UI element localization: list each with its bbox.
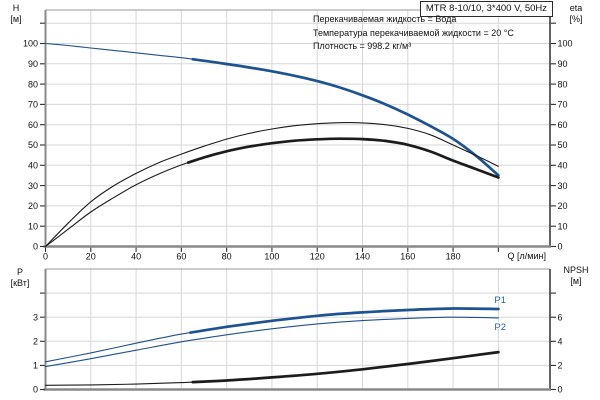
right-axis-tick-label: 50 [558, 140, 568, 150]
info-line-temperature: Температура перекачиваемой жидкости = 20… [313, 27, 514, 38]
right-axis-tick-label: 70 [558, 100, 568, 110]
x-axis-tick-label: 160 [400, 252, 415, 262]
right-axis-tick-label: 60 [558, 120, 568, 130]
eta-axis-unit: [%] [569, 14, 583, 24]
liquid-info-block: Перекачиваемая жидкость = Вода Температу… [313, 13, 514, 54]
info-line-density: Плотность = 998.2 кг/м³ [313, 41, 412, 51]
x-axis-tick-label: 20 [86, 252, 96, 262]
left-axis-tick-label: 50 [28, 140, 38, 150]
series-eta-pump-curve [44, 122, 499, 248]
npsh-axis-title: NPSH [м] [553, 265, 599, 287]
right-axis-tick-label: 30 [558, 181, 568, 191]
series-p2-power-curve [44, 316, 499, 368]
eta-axis-symbol: eta [569, 3, 583, 13]
npsh-axis-symbol: NPSH [563, 265, 589, 275]
x-axis-tick-label: 140 [355, 252, 370, 262]
x-axis-tick-label: 80 [222, 252, 232, 262]
x-axis-tick-label: 60 [176, 252, 186, 262]
power-axis-title: P [кВт] [3, 267, 37, 289]
right-axis-tick-label: 6 [558, 312, 563, 322]
series-npsh-curve-bold [191, 350, 500, 384]
eta-axis-title: eta [%] [558, 3, 594, 25]
head-axis-title: H [м] [3, 3, 29, 25]
right-axis-tick-label: 10 [558, 221, 568, 231]
x-axis-tick-label: 40 [131, 252, 141, 262]
left-axis-tick-label: 100 [23, 39, 38, 49]
head-axis-unit: [м] [10, 14, 22, 24]
series-p1-power-curve-bold [189, 307, 500, 334]
x-axis-tick-label: 120 [310, 252, 325, 262]
right-axis-tick-label: 2 [558, 361, 563, 371]
x-axis-tick-label: 100 [264, 252, 279, 262]
right-axis-tick-label: 0 [558, 242, 563, 252]
left-axis-tick-label: 0 [33, 242, 38, 252]
right-axis-tick-label: 20 [558, 201, 568, 211]
left-axis-tick-label: 0 [33, 385, 38, 395]
left-axis-tick-label: 60 [28, 120, 38, 130]
x-axis-tick-label: 180 [446, 252, 461, 262]
power-npsh-chart: 0 1 2 3 0 2 4 6 P1 P2 [33, 268, 563, 395]
left-axis-tick-label: 20 [28, 201, 38, 211]
left-axis-tick-label: 80 [28, 79, 38, 89]
npsh-axis-unit: [м] [570, 276, 582, 286]
right-axis-tick-label: 100 [558, 39, 573, 49]
x-axis-tick-label: 0 [43, 252, 48, 262]
flow-axis-label: Q [л/мин] [507, 251, 546, 261]
pump-model-title: MTR 8-10/10, 3*400 V, 50Hz [419, 1, 553, 17]
power-axis-symbol: P [16, 267, 23, 277]
right-axis-tick-label: 80 [558, 79, 568, 89]
right-axis-tick-label: 40 [558, 160, 568, 170]
left-axis-tick-label: 3 [33, 312, 38, 322]
left-axis-tick-label: 90 [28, 59, 38, 69]
left-axis-tick-label: 70 [28, 100, 38, 110]
head-efficiency-chart: 0 10 20 30 40 50 60 70 80 90 100 0 10 20 30 40 50 60 70 80 9… [23, 9, 573, 262]
left-axis-tick-label: 30 [28, 181, 38, 191]
series-label-p1: P1 [494, 295, 506, 306]
left-axis-tick-label: 1 [33, 361, 38, 371]
left-axis-tick-label: 10 [28, 221, 38, 231]
series-label-p2: P2 [494, 322, 506, 333]
right-axis-tick-label: 0 [558, 385, 563, 395]
info-line-liquid: Перекачиваемая жидкость = Вода [313, 14, 457, 24]
left-axis-tick-label: 40 [28, 160, 38, 170]
right-axis-tick-label: 90 [558, 59, 568, 69]
right-axis-tick-label: 4 [558, 337, 563, 347]
power-axis-unit: [кВт] [10, 278, 30, 288]
series-head-curve-bold [191, 57, 500, 177]
series-eta-pump-motor-curve-bold [186, 137, 500, 179]
head-axis-symbol: H [12, 3, 20, 13]
left-axis-tick-label: 2 [33, 337, 38, 347]
